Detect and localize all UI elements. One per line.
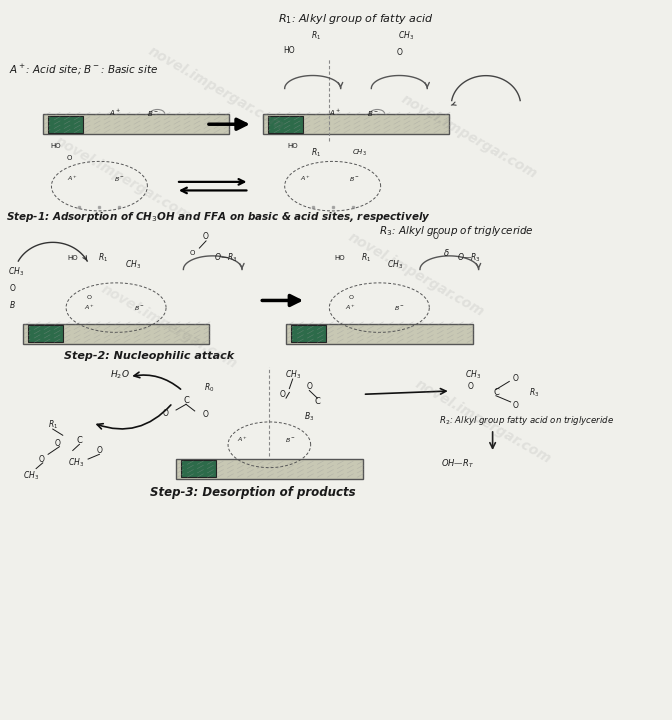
Text: $B^-$: $B^-$ [367, 109, 378, 118]
Text: A$^+$: Acid site; B$^-$: Basic site: A$^+$: Acid site; B$^-$: Basic site [9, 63, 159, 76]
Text: $B^-$: $B^-$ [114, 175, 125, 183]
Text: $A^+$: $A^+$ [329, 108, 341, 118]
Text: C: C [77, 436, 83, 444]
Text: HO: HO [51, 143, 61, 148]
Text: $R_1$: $R_1$ [361, 251, 371, 264]
Text: R$_3$: Alkyl group of triglyceride: R$_3$: Alkyl group of triglyceride [378, 225, 534, 238]
Text: O: O [348, 294, 353, 300]
Text: HO: HO [288, 143, 298, 148]
Text: $B^-$: $B^-$ [147, 109, 159, 118]
Text: $CH_3$: $CH_3$ [386, 258, 403, 271]
Text: O: O [513, 401, 519, 410]
Text: $O — R_3$: $O — R_3$ [458, 251, 481, 264]
Text: $B^-$: $B^-$ [394, 304, 405, 312]
Text: HO: HO [334, 255, 345, 261]
Text: $B^-$: $B^-$ [349, 175, 360, 183]
FancyBboxPatch shape [181, 460, 216, 477]
Text: $H_2O$: $H_2O$ [110, 368, 129, 381]
Text: novel.impergar.com: novel.impergar.com [412, 377, 553, 467]
Text: $B^-$: $B^-$ [134, 304, 144, 312]
Text: $CH_3$: $CH_3$ [8, 266, 24, 278]
Text: O: O [163, 409, 169, 418]
Text: novel.impergar.com: novel.impergar.com [146, 44, 286, 133]
Text: O: O [468, 382, 474, 391]
Text: $B^-$: $B^-$ [286, 436, 296, 444]
Text: O: O [54, 439, 60, 448]
Text: Step-3: Desorption of products: Step-3: Desorption of products [150, 486, 355, 499]
Text: novel.impergar.com: novel.impergar.com [398, 91, 540, 181]
Text: $CH_3$: $CH_3$ [352, 148, 367, 158]
Text: $B_3$: $B_3$ [304, 411, 314, 423]
FancyBboxPatch shape [43, 114, 229, 134]
Text: $CH_3$: $CH_3$ [464, 368, 480, 381]
Text: R$_2$: Alkyl group fatty acid on triglyceride: R$_2$: Alkyl group fatty acid on triglyc… [439, 415, 614, 428]
Text: C: C [493, 388, 499, 397]
Text: O: O [396, 48, 403, 58]
Text: C: C [314, 397, 321, 406]
Text: $R_3$: $R_3$ [530, 386, 540, 399]
Text: B: B [10, 301, 15, 310]
Text: O: O [87, 294, 92, 300]
FancyBboxPatch shape [48, 116, 83, 132]
FancyBboxPatch shape [23, 324, 210, 344]
Text: $A^+$: $A^+$ [109, 108, 121, 118]
Text: $A^+$: $A^+$ [345, 303, 356, 312]
Text: O: O [306, 382, 312, 391]
FancyBboxPatch shape [268, 116, 302, 132]
Text: R$_1$: Alkyl group of fatty acid: R$_1$: Alkyl group of fatty acid [278, 12, 434, 27]
Text: $\delta$: $\delta$ [443, 248, 450, 258]
Text: $R_1$: $R_1$ [311, 30, 321, 42]
Text: O: O [38, 454, 44, 464]
Text: novel.impergar.com: novel.impergar.com [99, 282, 240, 372]
FancyBboxPatch shape [286, 324, 472, 344]
Text: $R_1$: $R_1$ [311, 147, 321, 159]
Text: novel.impergar.com: novel.impergar.com [52, 134, 194, 224]
Text: Step-2: Nucleophilic attack: Step-2: Nucleophilic attack [65, 351, 235, 361]
FancyBboxPatch shape [176, 459, 363, 479]
Text: $CH_3$: $CH_3$ [398, 30, 414, 42]
Text: $CH_3$: $CH_3$ [125, 258, 140, 271]
FancyBboxPatch shape [263, 114, 450, 134]
Text: O: O [280, 390, 286, 399]
Text: O: O [433, 232, 439, 240]
Text: $CH_3$: $CH_3$ [68, 456, 84, 469]
Text: $R_1$: $R_1$ [48, 418, 58, 431]
Text: $A^+$: $A^+$ [237, 436, 248, 444]
FancyBboxPatch shape [292, 325, 326, 343]
Text: $A^+$: $A^+$ [300, 174, 312, 184]
Text: O: O [10, 284, 15, 293]
Text: HO: HO [67, 255, 78, 261]
Text: $CH_3$: $CH_3$ [23, 469, 39, 482]
Text: O: O [203, 410, 209, 419]
Text: $CH_3$: $CH_3$ [285, 368, 300, 381]
Text: O: O [513, 374, 519, 382]
Text: $A^+$: $A^+$ [84, 303, 95, 312]
Text: HO: HO [284, 46, 295, 55]
Text: $R_1$: $R_1$ [97, 251, 108, 264]
Text: O: O [190, 250, 196, 256]
Text: O: O [203, 232, 209, 240]
Text: $OH — R_T$: $OH — R_T$ [441, 458, 474, 470]
Text: Step-1: Adsorption of CH$_{3}$OH and FFA on basic & acid sites, respectively: Step-1: Adsorption of CH$_{3}$OH and FFA… [6, 210, 431, 224]
Text: O: O [97, 446, 102, 455]
Text: $R_0$: $R_0$ [204, 382, 214, 394]
FancyBboxPatch shape [28, 325, 62, 343]
Text: $A^+$: $A^+$ [67, 174, 78, 184]
Text: C: C [183, 396, 189, 405]
Text: O: O [67, 155, 72, 161]
Text: $O — R_3$: $O — R_3$ [214, 251, 238, 264]
Text: novel.impergar.com: novel.impergar.com [345, 230, 487, 319]
